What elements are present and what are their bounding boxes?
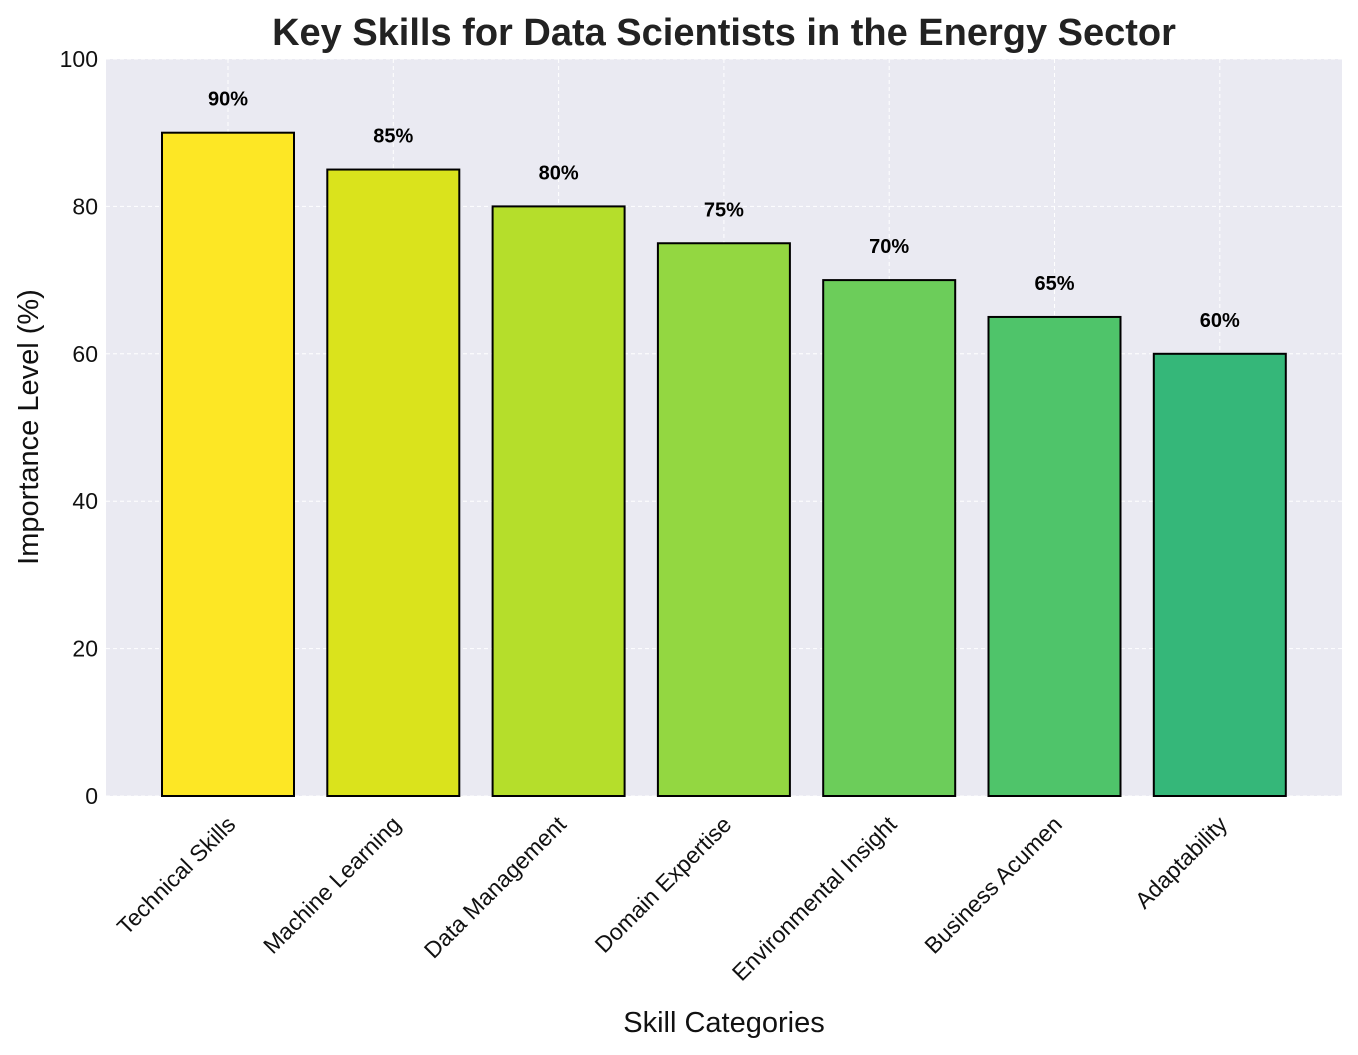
x-tick-label: Adaptability [1130,811,1233,914]
value-labels: 90% 85% 80% 75% 70% 65% 60% [208,89,1240,332]
bar [326,168,461,798]
bar-value-label: 60% [1200,310,1240,332]
bar [656,242,791,797]
y-tick-label: 100 [60,46,98,72]
bar-value-label: 70% [869,236,909,258]
y-tick-label: 80 [72,193,98,219]
bar [491,205,626,797]
y-axis-label: Importance Level (%) [13,289,45,565]
x-tick-labels: Technical Skills Machine Learning Data Man… [112,811,1233,986]
x-axis-label: Skill Categories [623,1007,824,1039]
x-tick-label: Domain Expertise [590,811,737,958]
x-tick-label: Business Acumen [919,811,1067,959]
bar-value-label: 75% [704,199,744,221]
y-tick-labels: 0 20 40 60 80 100 [60,46,98,809]
x-tick-label: Machine Learning [258,811,406,959]
y-tick-label: 20 [72,636,98,662]
bar [822,279,957,798]
y-tick-label: 40 [72,488,98,514]
bar [987,315,1122,797]
x-tick-label: Environmental Insight [727,811,902,986]
bar [161,131,295,797]
bar-value-label: 80% [539,162,579,184]
bars [161,131,1287,798]
bar [1152,352,1287,797]
x-tick-label: Technical Skills [112,811,241,940]
bar-value-label: 85% [373,126,413,148]
x-tick-label: Data Management [419,811,572,964]
y-tick-label: 0 [85,783,98,809]
bar-value-label: 65% [1034,273,1074,295]
y-tick-label: 60 [72,341,98,367]
chart-title: Key Skills for Data Scientists in the En… [272,12,1176,54]
bar-value-label: 90% [208,89,248,111]
